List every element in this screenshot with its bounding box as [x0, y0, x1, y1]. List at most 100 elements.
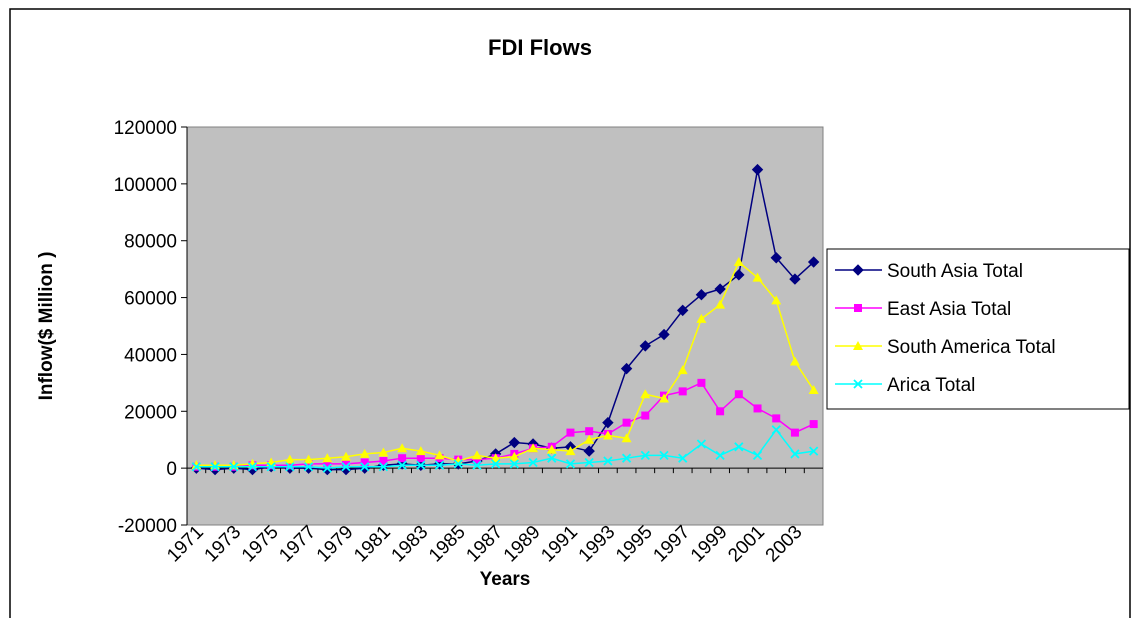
- y-tick-label: -20000: [118, 516, 177, 537]
- marker: [770, 252, 782, 264]
- marker: [715, 299, 726, 309]
- marker: [191, 462, 201, 472]
- marker: [472, 455, 481, 464]
- marker: [790, 428, 799, 437]
- marker: [621, 433, 632, 443]
- marker: [659, 450, 669, 460]
- legend-label: South America Total: [887, 337, 1056, 358]
- marker: [789, 273, 801, 285]
- y-tick-label: 80000: [124, 232, 177, 253]
- marker: [771, 425, 781, 435]
- marker: [639, 340, 652, 352]
- marker: [584, 457, 594, 468]
- marker: [714, 283, 726, 295]
- marker: [472, 460, 482, 470]
- marker: [434, 460, 445, 470]
- marker: [734, 442, 744, 452]
- legend-label: Arica Total: [887, 375, 975, 396]
- marker: [284, 454, 295, 464]
- y-axis-label: Inflow($ Million ): [36, 252, 57, 401]
- marker: [322, 453, 333, 463]
- legend-label: South Asia Total: [887, 261, 1023, 282]
- marker: [453, 456, 464, 466]
- x-axis-label: Years: [480, 569, 531, 590]
- marker: [360, 458, 369, 467]
- marker: [490, 453, 501, 463]
- marker: [854, 304, 862, 312]
- marker: [584, 434, 595, 444]
- marker: [247, 462, 258, 472]
- marker: [771, 295, 782, 305]
- y-tick-label: 60000: [124, 289, 177, 310]
- marker: [641, 411, 650, 420]
- marker: [733, 257, 744, 267]
- marker: [303, 462, 314, 472]
- marker: [415, 446, 426, 456]
- marker: [772, 414, 781, 423]
- marker: [397, 460, 407, 470]
- marker: [471, 450, 482, 460]
- marker: [304, 459, 313, 468]
- marker: [434, 450, 445, 460]
- marker: [640, 450, 650, 460]
- marker: [734, 390, 743, 399]
- marker: [696, 439, 707, 449]
- marker: [695, 289, 708, 301]
- marker: [696, 313, 707, 323]
- marker: [640, 389, 651, 399]
- marker: [341, 451, 351, 461]
- marker: [342, 459, 350, 468]
- marker: [546, 444, 557, 454]
- marker: [509, 459, 519, 469]
- chart-title: FDI Flows: [488, 35, 592, 60]
- marker: [789, 356, 800, 366]
- y-tick-label: 100000: [114, 175, 177, 196]
- marker: [303, 454, 314, 464]
- marker: [565, 459, 576, 469]
- marker: [508, 436, 521, 449]
- marker: [733, 269, 745, 281]
- marker: [753, 404, 762, 413]
- y-tick-label: 40000: [124, 345, 177, 366]
- marker: [678, 387, 687, 396]
- marker: [341, 462, 351, 472]
- marker: [285, 462, 295, 472]
- legend-label: East Asia Total: [887, 299, 1011, 320]
- marker: [716, 407, 725, 416]
- marker: [547, 453, 557, 463]
- series-line: [196, 260, 815, 467]
- marker: [697, 378, 706, 387]
- marker: [715, 450, 725, 460]
- marker: [620, 362, 633, 375]
- marker: [397, 443, 408, 453]
- marker: [566, 428, 575, 437]
- marker: [378, 447, 389, 457]
- marker: [359, 448, 370, 458]
- marker: [323, 459, 332, 468]
- marker: [528, 457, 538, 468]
- marker: [808, 384, 819, 394]
- series: [191, 257, 819, 470]
- marker: [853, 379, 863, 389]
- marker: [622, 418, 631, 427]
- marker: [621, 453, 632, 463]
- marker: [853, 341, 863, 350]
- marker: [416, 460, 426, 470]
- marker: [677, 365, 688, 375]
- marker: [229, 462, 239, 472]
- marker: [379, 457, 388, 466]
- marker: [398, 454, 407, 463]
- marker: [852, 264, 864, 276]
- marker: [658, 328, 670, 341]
- marker: [585, 427, 594, 436]
- legend: [826, 248, 1130, 410]
- y-tick-label: 20000: [124, 402, 177, 423]
- marker: [528, 443, 539, 453]
- marker: [583, 445, 595, 457]
- marker: [453, 459, 463, 469]
- y-tick-label: 120000: [114, 118, 177, 139]
- marker: [378, 462, 389, 472]
- marker: [752, 450, 763, 460]
- marker: [565, 446, 576, 456]
